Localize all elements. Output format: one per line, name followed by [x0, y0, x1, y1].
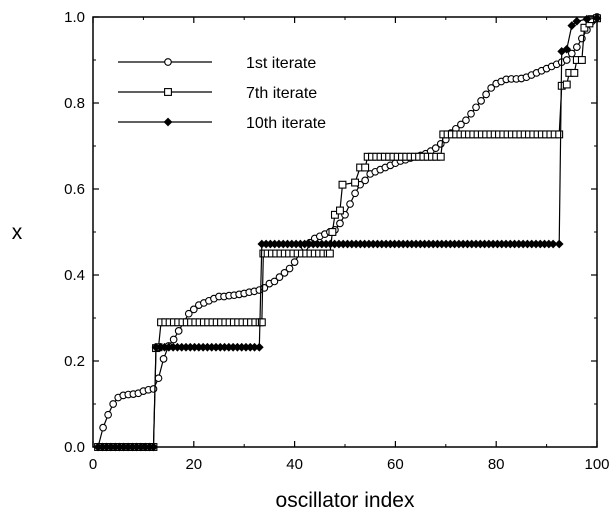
tenth-iterate-point	[572, 16, 582, 26]
first-iterate-point	[457, 120, 465, 129]
first-iterate-point	[159, 355, 168, 363]
seventh-iterate-point	[361, 163, 370, 172]
legend-label: 1st iterate	[246, 55, 316, 72]
first-iterate-point	[104, 410, 112, 419]
x-tick-label: 80	[488, 456, 505, 473]
y-tick-label: 0.0	[64, 439, 85, 456]
first-iterate-point	[184, 309, 193, 318]
first-iterate-point	[99, 423, 107, 432]
tenth-iterate-point	[548, 239, 558, 249]
x-tick-label: 0	[89, 456, 97, 473]
y-tick-label: 0.6	[64, 181, 85, 198]
y-tick-label: 0.2	[64, 353, 85, 370]
first-iterate-point	[462, 116, 470, 125]
first-iterate-point	[572, 43, 581, 51]
first-iterate-point	[154, 374, 163, 383]
first-iterate-series	[94, 13, 601, 451]
y-tick-label: 0.8	[64, 95, 85, 112]
legend-label: 7th iterate	[246, 85, 317, 102]
tenth-iterate-point	[554, 239, 564, 249]
first-iterate-point	[351, 189, 359, 198]
x-tick-label: 60	[387, 456, 404, 473]
legend-marker	[164, 58, 172, 66]
first-iterate-point	[280, 269, 289, 277]
y-axis-title: x	[12, 221, 23, 244]
seventh-iterate-point	[325, 249, 334, 258]
x-tick-label: 100	[584, 456, 609, 473]
tenth-iterate-line	[98, 17, 598, 448]
first-iterate-point	[189, 305, 198, 314]
first-iterate-point	[275, 273, 284, 282]
seventh-iterate-point	[577, 56, 586, 64]
first-iterate-point	[285, 264, 294, 273]
first-iterate-point	[361, 176, 370, 185]
seventh-iterate-point	[436, 152, 445, 161]
seventh-iterate-point	[351, 178, 360, 187]
legend-marker	[164, 88, 172, 96]
legend-entry-tenth-iterate: 10th iterate	[118, 115, 326, 132]
seventh-iterate-point	[562, 80, 571, 89]
first-iterate-point	[290, 258, 299, 266]
first-iterate-point	[346, 200, 354, 208]
x-tick-label: 20	[185, 456, 202, 473]
seventh-iterate-line	[98, 17, 598, 448]
first-iterate-point	[149, 385, 158, 393]
legend-entry-seventh-iterate: 7th iterate	[118, 85, 317, 102]
first-iterate-point	[336, 219, 344, 228]
first-iterate-point	[477, 96, 485, 105]
legend-label: 10th iterate	[246, 115, 326, 132]
first-iterate-point	[482, 90, 490, 99]
seventh-iterate-point	[328, 228, 337, 236]
legend-entry-first-iterate: 1st iterate	[118, 55, 316, 72]
first-iterate-point	[270, 277, 279, 286]
seventh-iterate-point	[570, 68, 579, 77]
tenth-iterate-point	[254, 342, 264, 352]
first-iterate-point	[467, 109, 475, 118]
seventh-iterate-point	[257, 318, 266, 327]
first-iterate-point	[472, 103, 480, 112]
first-iterate-point	[567, 49, 576, 58]
tenth-iterate-point	[567, 21, 577, 30]
first-iterate-point	[562, 56, 571, 64]
legend: 1st iterate 7th iterate 10th iterate	[118, 55, 326, 132]
axes-layer: 0 20 40 60 80 100 0.0 0.2 0.4 0.6 0.8 1.0	[64, 9, 609, 473]
first-iterate-point	[109, 400, 118, 408]
seventh-iterate-point	[338, 180, 347, 189]
x-axis-title: oscillator index	[276, 489, 415, 512]
first-iterate-point	[431, 144, 440, 152]
seventh-iterate-point	[555, 130, 564, 139]
seventh-iterate-point	[580, 23, 589, 32]
y-tick-label: 0.4	[64, 267, 85, 284]
first-iterate-point	[174, 327, 183, 335]
seventh-iterate-point	[330, 210, 339, 219]
seventh-iterate-point	[336, 206, 344, 215]
first-iterate-point	[487, 84, 496, 92]
first-iterate-point	[169, 335, 178, 344]
legend-marker	[163, 117, 173, 127]
tenth-iterate-point	[562, 44, 572, 54]
y-tick-label: 1.0	[64, 9, 85, 26]
tenth-iterate-series	[93, 13, 602, 452]
series-layer	[93, 13, 602, 452]
x-tick-label: 40	[286, 456, 303, 473]
